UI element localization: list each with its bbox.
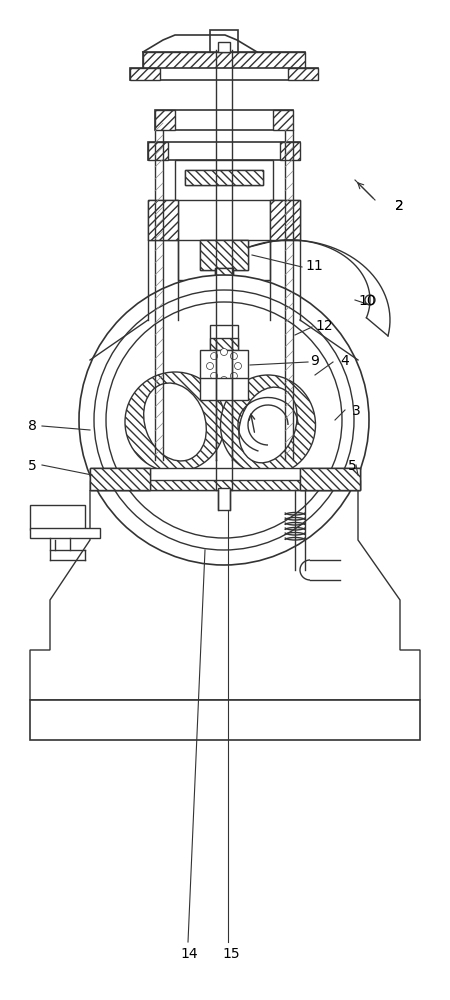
Bar bbox=[215, 268, 233, 300]
Bar bbox=[143, 52, 305, 70]
Bar bbox=[155, 110, 175, 130]
Circle shape bbox=[234, 362, 242, 369]
Circle shape bbox=[230, 353, 238, 360]
Bar bbox=[90, 480, 360, 490]
Circle shape bbox=[79, 275, 369, 565]
Ellipse shape bbox=[239, 387, 297, 463]
Text: 5: 5 bbox=[28, 459, 37, 473]
Bar bbox=[300, 468, 360, 490]
Bar bbox=[210, 30, 238, 52]
Circle shape bbox=[220, 376, 228, 383]
Bar bbox=[200, 378, 248, 400]
Text: 9: 9 bbox=[310, 354, 319, 368]
Bar bbox=[280, 142, 300, 160]
Text: 10: 10 bbox=[358, 294, 376, 308]
Bar bbox=[200, 240, 248, 270]
Circle shape bbox=[207, 362, 213, 369]
Text: 14: 14 bbox=[180, 947, 198, 961]
Bar bbox=[215, 268, 233, 300]
Bar bbox=[270, 200, 300, 240]
Circle shape bbox=[230, 372, 238, 379]
Bar bbox=[148, 200, 178, 240]
Bar bbox=[90, 468, 150, 490]
Text: 2: 2 bbox=[395, 199, 404, 213]
Circle shape bbox=[211, 353, 218, 360]
Bar bbox=[148, 142, 168, 160]
Bar bbox=[30, 505, 85, 530]
Bar bbox=[300, 468, 360, 490]
Bar bbox=[185, 170, 263, 185]
Bar bbox=[210, 325, 238, 350]
Bar bbox=[273, 110, 293, 130]
Circle shape bbox=[365, 295, 375, 305]
Bar bbox=[218, 42, 230, 52]
Bar bbox=[143, 52, 305, 70]
Text: 15: 15 bbox=[222, 947, 239, 961]
Ellipse shape bbox=[220, 375, 315, 475]
Ellipse shape bbox=[125, 372, 225, 472]
Circle shape bbox=[220, 349, 228, 356]
Text: 3: 3 bbox=[352, 404, 361, 418]
Bar bbox=[130, 68, 160, 80]
Text: 8: 8 bbox=[28, 419, 37, 433]
Bar bbox=[210, 338, 238, 350]
Bar bbox=[185, 170, 263, 185]
Bar bbox=[175, 160, 273, 200]
Circle shape bbox=[106, 302, 342, 538]
Bar bbox=[130, 68, 318, 80]
Text: 11: 11 bbox=[305, 259, 323, 273]
Text: 5: 5 bbox=[348, 459, 357, 473]
Bar bbox=[200, 240, 248, 270]
Bar bbox=[90, 468, 360, 490]
Ellipse shape bbox=[144, 383, 207, 461]
Text: 4: 4 bbox=[340, 354, 349, 368]
Bar bbox=[30, 528, 100, 538]
Bar bbox=[148, 200, 178, 240]
Bar bbox=[155, 110, 293, 130]
Bar bbox=[178, 240, 270, 280]
Bar bbox=[30, 700, 420, 740]
Text: 2: 2 bbox=[395, 199, 404, 213]
Circle shape bbox=[94, 290, 354, 550]
Circle shape bbox=[211, 372, 218, 379]
Bar bbox=[200, 350, 248, 380]
Bar bbox=[288, 68, 318, 80]
Bar bbox=[90, 468, 150, 490]
Text: 12: 12 bbox=[315, 319, 333, 333]
Bar bbox=[218, 488, 230, 510]
Bar bbox=[148, 142, 300, 160]
Bar bbox=[270, 200, 300, 240]
